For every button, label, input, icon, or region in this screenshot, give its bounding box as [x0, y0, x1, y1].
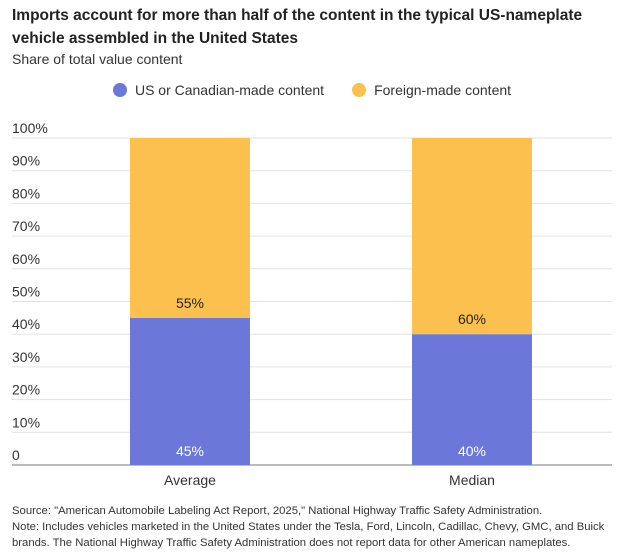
chart-title: Imports account for more than half of th… [12, 7, 583, 47]
chart-area: 0 10% 20% 30% 40% 50% 60% 70% 80% 90% 100% 45% 55% Av… [12, 120, 612, 488]
y-tick-label: 70% [12, 218, 40, 234]
legend-swatch-us [112, 83, 127, 97]
data-label-us: 45% [176, 443, 204, 459]
y-tick-label: 40% [12, 316, 40, 332]
bar-median-foreign [412, 138, 532, 335]
chart-subtitle: Share of total value content [12, 51, 183, 67]
y-tick-label: 90% [12, 153, 40, 169]
legend-label-foreign: Foreign-made content [374, 82, 512, 98]
y-tick-label: 0 [12, 447, 20, 463]
x-category-label: Median [449, 472, 495, 488]
methodology-note: Note: Includes vehicles marketed in the … [12, 521, 605, 549]
bar-average-us [130, 317, 250, 465]
data-label-us: 40% [458, 443, 486, 459]
bar-average-foreign [130, 138, 250, 318]
y-tick-label: 20% [12, 382, 40, 398]
footer: Source: "American Automobile Labeling Ac… [12, 503, 616, 551]
y-tick-label: 50% [12, 284, 40, 300]
y-tick-label: 60% [12, 251, 40, 267]
y-tick-label: 80% [12, 185, 40, 201]
legend-item-us: US or Canadian-made content [112, 82, 325, 98]
y-tick-label: 100% [12, 120, 48, 136]
y-tick-label: 30% [12, 349, 40, 365]
legend-item-foreign: Foreign-made content [352, 82, 511, 98]
legend-swatch-foreign [352, 83, 367, 97]
data-label-foreign: 55% [176, 295, 204, 311]
x-category-label: Average [164, 472, 216, 488]
legend: US or Canadian-made content Foreign-made… [0, 82, 624, 98]
data-label-foreign: 60% [458, 311, 486, 327]
bar-median-us [412, 334, 532, 465]
y-tick-label: 10% [12, 414, 40, 430]
legend-label-us: US or Canadian-made content [134, 82, 325, 98]
source-note: Source: "American Automobile Labeling Ac… [12, 505, 543, 517]
